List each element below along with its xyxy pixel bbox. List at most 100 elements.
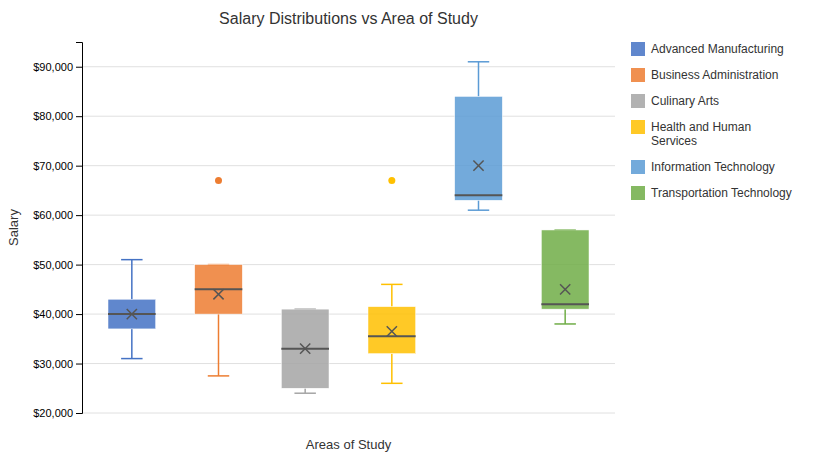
legend-label: Culinary Arts	[651, 94, 719, 108]
box	[108, 299, 156, 329]
y-tick: $50,000	[33, 259, 82, 271]
median-line	[455, 194, 503, 196]
y-tick-label: $60,000	[33, 209, 73, 221]
cap-low	[121, 358, 142, 360]
y-tick: $30,000	[33, 358, 82, 370]
legend-label-line: Advanced Manufacturing	[651, 42, 784, 56]
cap-low	[468, 209, 489, 211]
y-tick-label: $50,000	[33, 259, 73, 271]
whisker-low	[391, 354, 393, 384]
cap-high	[468, 61, 489, 63]
whisker-high	[131, 260, 133, 300]
grid-line	[82, 314, 615, 315]
legend-label: Advanced Manufacturing	[651, 42, 784, 56]
flier	[215, 177, 222, 184]
legend-label: Health and HumanServices	[651, 120, 751, 148]
mean-marker	[127, 309, 137, 319]
cap-low	[208, 375, 229, 377]
box	[281, 309, 329, 388]
grid	[82, 67, 615, 413]
legend-swatch	[631, 42, 645, 56]
y-tick-mark	[76, 265, 82, 266]
y-axis-title: Salary	[6, 209, 21, 246]
box-group	[541, 230, 589, 324]
y-tick-label: $80,000	[33, 110, 73, 122]
legend-label: Information Technology	[651, 160, 775, 174]
legend-item: Culinary Arts	[631, 94, 719, 108]
mean-marker	[300, 344, 310, 354]
box-group	[368, 177, 416, 383]
box	[541, 230, 589, 309]
legend-label-line: Information Technology	[651, 160, 775, 174]
chart-svg: $20,000 $30,000 $40,000 $50,000 $60,000 $70,0…	[0, 0, 827, 463]
cap-high	[121, 259, 142, 261]
legend-label-line: Services	[651, 134, 697, 148]
y-tick-mark	[76, 314, 82, 315]
cap-low	[554, 323, 575, 325]
legend-label: Business Administration	[651, 68, 778, 82]
whisker-high	[478, 62, 480, 97]
box-group	[108, 260, 156, 359]
whisker-low	[564, 309, 566, 324]
legend-swatch	[631, 186, 645, 200]
cap-low	[381, 383, 402, 385]
box	[455, 96, 503, 200]
grid-line	[82, 116, 615, 117]
legend-item: Health and HumanServices	[631, 120, 751, 148]
box	[368, 307, 416, 354]
grid-line	[82, 264, 615, 265]
legend-swatch	[631, 120, 645, 134]
legend-item: Business Administration	[631, 68, 778, 82]
box-group	[455, 62, 503, 210]
y-tick-label: $20,000	[33, 407, 73, 419]
y-axis: $20,000 $30,000 $40,000 $50,000 $60,000 $70,0…	[33, 43, 82, 420]
y-tick-label: $90,000	[33, 61, 73, 73]
legend-swatch	[631, 160, 645, 174]
median-line	[541, 303, 589, 305]
y-tick: $20,000	[33, 407, 82, 419]
whisker-high	[391, 284, 393, 306]
grid-line	[82, 165, 615, 166]
whisker-low	[218, 314, 220, 376]
median-line	[368, 335, 416, 337]
y-tick-label: $40,000	[33, 308, 73, 320]
plot-marks	[108, 62, 589, 393]
grid-line	[82, 413, 615, 414]
y-tick-mark	[76, 67, 82, 68]
y-axis-line	[76, 43, 83, 414]
legend: Advanced Manufacturing Business Administr…	[631, 42, 792, 200]
grid-line	[82, 66, 615, 67]
y-tick: $40,000	[33, 308, 82, 320]
mean-marker	[473, 161, 483, 171]
legend-label-line: Health and Human	[651, 120, 751, 134]
legend-label: Transportation Technology	[651, 186, 792, 200]
y-tick-label: $70,000	[33, 160, 73, 172]
y-tick-mark	[76, 215, 82, 216]
grid-line	[82, 215, 615, 216]
legend-swatch	[631, 94, 645, 108]
y-tick: $60,000	[33, 209, 82, 221]
chart-title: Salary Distributions vs Area of Study	[219, 10, 478, 27]
box	[195, 265, 243, 314]
y-tick-mark	[76, 364, 82, 365]
box-group	[281, 309, 329, 393]
y-tick-mark	[76, 413, 82, 414]
legend-item: Advanced Manufacturing	[631, 42, 784, 56]
whisker-low	[478, 200, 480, 210]
box-group	[195, 177, 243, 376]
grid-line	[82, 363, 615, 364]
x-axis-title: Areas of Study	[306, 437, 392, 452]
mean-marker	[560, 284, 570, 294]
y-tick: $70,000	[33, 160, 82, 172]
legend-swatch	[631, 68, 645, 82]
mean-marker	[213, 289, 223, 299]
y-tick: $90,000	[33, 61, 82, 73]
legend-item: Transportation Technology	[631, 186, 792, 200]
y-tick: $80,000	[33, 110, 82, 122]
y-tick-mark	[76, 116, 82, 117]
legend-label-line: Business Administration	[651, 68, 778, 82]
median-line	[195, 288, 243, 290]
legend-item: Information Technology	[631, 160, 775, 174]
legend-label-line: Transportation Technology	[651, 186, 792, 200]
legend-label-line: Culinary Arts	[651, 94, 719, 108]
